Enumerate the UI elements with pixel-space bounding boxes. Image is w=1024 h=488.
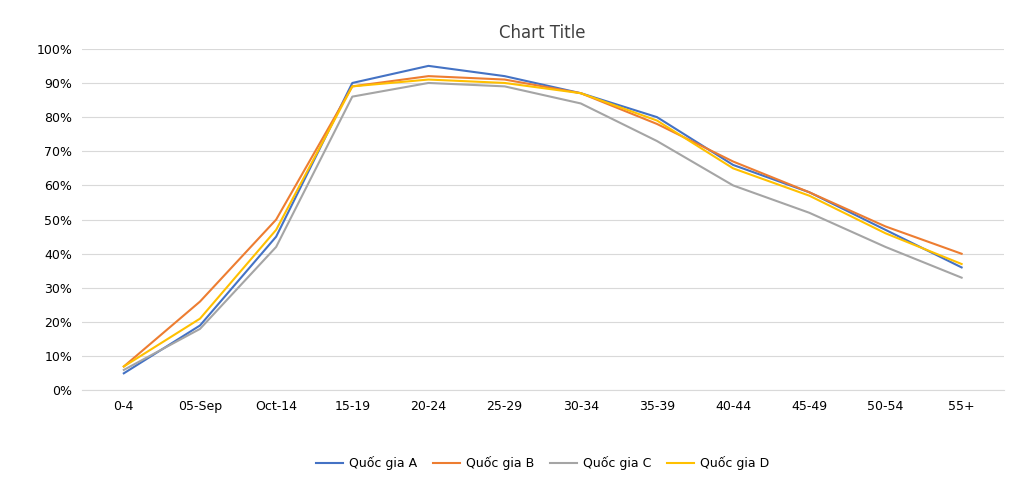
Quốc gia B [270,217,283,223]
Quốc gia C [955,275,968,281]
Quốc gia D [422,77,434,82]
Quốc gia C [574,101,587,106]
Quốc gia B [727,159,739,164]
Legend: Quốc gia A, Quốc gia B, Quốc gia C, Quốc gia D: Quốc gia A, Quốc gia B, Quốc gia C, Quốc… [310,451,775,475]
Quốc gia A [499,73,511,79]
Quốc gia A [194,323,206,328]
Quốc gia B [194,299,206,305]
Quốc gia C [118,367,130,373]
Quốc gia D [194,316,206,322]
Quốc gia B [955,251,968,257]
Quốc gia C [499,83,511,89]
Line: Quốc gia C: Quốc gia C [124,83,962,370]
Quốc gia C [270,244,283,250]
Line: Quốc gia A: Quốc gia A [124,66,962,373]
Quốc gia C [422,80,434,86]
Quốc gia B [880,224,892,229]
Quốc gia A [118,370,130,376]
Quốc gia A [727,162,739,168]
Quốc gia B [499,77,511,82]
Line: Quốc gia D: Quốc gia D [124,80,962,366]
Title: Chart Title: Chart Title [500,24,586,41]
Quốc gia D [651,118,664,123]
Quốc gia C [727,183,739,188]
Quốc gia A [422,63,434,69]
Quốc gia A [270,234,283,240]
Quốc gia C [651,138,664,144]
Quốc gia A [955,264,968,270]
Quốc gia A [880,227,892,233]
Quốc gia D [118,364,130,369]
Quốc gia A [574,90,587,96]
Quốc gia D [955,261,968,267]
Quốc gia B [574,90,587,96]
Quốc gia B [803,189,815,195]
Line: Quốc gia B: Quốc gia B [124,76,962,366]
Quốc gia D [803,193,815,199]
Quốc gia D [346,83,358,89]
Quốc gia D [880,230,892,236]
Quốc gia A [651,114,664,120]
Quốc gia C [194,326,206,332]
Quốc gia B [118,364,130,369]
Quốc gia D [727,165,739,171]
Quốc gia B [346,83,358,89]
Quốc gia A [803,189,815,195]
Quốc gia D [499,80,511,86]
Quốc gia B [651,121,664,127]
Quốc gia B [422,73,434,79]
Quốc gia C [880,244,892,250]
Quốc gia C [346,94,358,100]
Quốc gia A [346,80,358,86]
Quốc gia D [574,90,587,96]
Quốc gia C [803,210,815,216]
Quốc gia D [270,227,283,233]
